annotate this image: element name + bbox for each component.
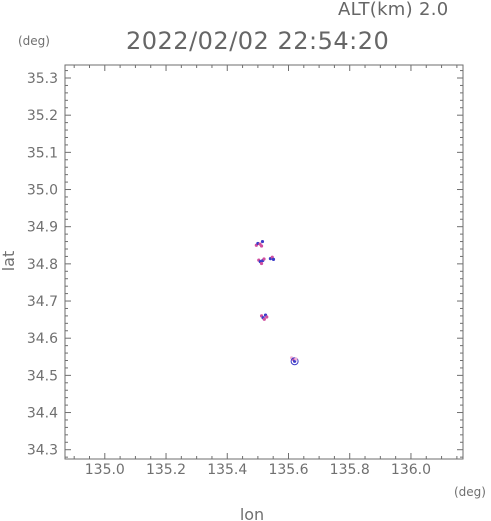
- y-tick-label: 34.6: [27, 331, 58, 347]
- data-point: [262, 317, 266, 321]
- y-axis-unit: (deg): [18, 34, 50, 48]
- x-tick-label: 135.4: [207, 462, 247, 478]
- y-tick-label: 34.9: [27, 220, 58, 236]
- plot-frame: [64, 64, 464, 460]
- y-tick-label: 35.0: [27, 183, 58, 199]
- altitude-label: ALT(km) 2.0: [338, 0, 449, 20]
- data-point: [260, 239, 265, 244]
- data-point: [259, 244, 264, 248]
- y-tick-label: 34.4: [27, 406, 58, 422]
- y-tick-label: 35.2: [27, 108, 58, 124]
- y-tick-label: 34.5: [27, 368, 58, 384]
- y-tick-label: 35.3: [27, 71, 58, 87]
- data-point: [265, 315, 269, 319]
- y-axis-tick-labels: 34.3 34.4 34.5 34.6 34.7 34.8 34.9 35.0 35.1 35.2…: [27, 71, 58, 459]
- y-tick-label: 34.8: [27, 257, 58, 273]
- x-tick-label: 135.6: [268, 462, 308, 478]
- y-axis-ticks: [65, 70, 463, 458]
- data-point: [259, 261, 264, 266]
- x-axis-unit: (deg): [454, 485, 486, 499]
- chart-title: 2022/02/02 22:54:20: [126, 27, 389, 55]
- y-tick-label: 35.1: [27, 145, 58, 161]
- data-point-ring: [290, 357, 299, 366]
- plot-border: [64, 64, 464, 460]
- y-axis-label: lat: [0, 251, 18, 272]
- y-tick-label: 34.7: [27, 294, 58, 310]
- x-tick-label: 135.8: [330, 462, 370, 478]
- x-axis-tick-labels: 135.0 135.2 135.4 135.6 135.8 136.0: [85, 462, 431, 478]
- data-points: [254, 239, 299, 366]
- x-axis-ticks: [73, 65, 458, 459]
- x-tick-label: 135.0: [85, 462, 125, 478]
- data-point: [262, 257, 266, 261]
- y-tick-label: 34.3: [27, 443, 58, 459]
- x-tick-label: 135.2: [146, 462, 186, 478]
- x-tick-label: 136.0: [391, 462, 431, 478]
- data-point: [294, 357, 298, 361]
- x-axis-label: lon: [240, 505, 264, 521]
- data-point: [271, 257, 276, 261]
